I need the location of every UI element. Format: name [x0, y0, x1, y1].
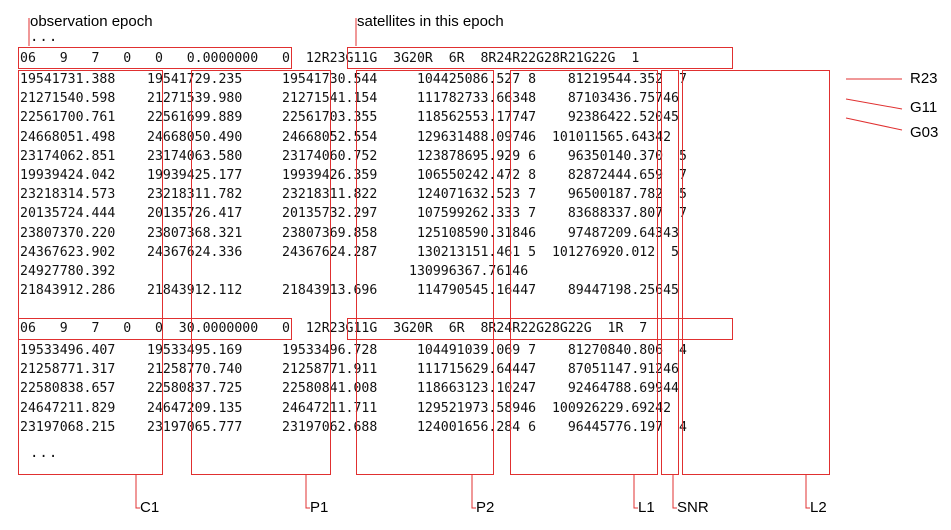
c1-label: C1 — [140, 499, 160, 516]
epoch-2-satellites-box — [347, 318, 733, 340]
obs-row: 20135724.444 20135726.417 20135732.297 1… — [20, 206, 687, 222]
epoch-1-observations: 19541731.388 19541729.235 19541730.544 1… — [20, 71, 687, 300]
obs-row: 23174062.851 23174063.580 23174060.752 1… — [20, 148, 687, 164]
satellites-in-epoch-label: satellites in this epoch — [357, 13, 504, 30]
obs-row: 21843912.286 21843912.112 21843913.696 1… — [20, 283, 679, 299]
epoch-2-observations: 19533496.407 19533495.169 19533496.728 1… — [20, 342, 687, 437]
obs-row: 21271540.598 21271539.980 21271541.154 1… — [20, 91, 679, 107]
obs-row: 19533496.407 19533495.169 19533496.728 1… — [20, 343, 687, 358]
obs-row: 24668051.498 24668050.490 24668052.554 1… — [20, 129, 672, 145]
snr-label: SNR — [677, 499, 709, 516]
snr-column-box — [661, 70, 679, 475]
p2-column-box — [356, 70, 494, 475]
obs-row: 22561700.761 22561699.889 22561703.355 1… — [20, 110, 679, 126]
epoch-1-satellites-box — [347, 47, 733, 69]
obs-row: 19939424.042 19939425.177 19939426.359 1… — [20, 167, 687, 183]
p2-label: P2 — [476, 499, 495, 516]
obs-row: 22580838.657 22580837.725 22580841.008 1… — [20, 381, 679, 397]
l1-column-box — [510, 70, 658, 475]
p1-column-box — [191, 70, 331, 475]
obs-row: 24367623.902 24367624.336 24367624.287 1… — [20, 244, 679, 260]
obs-row: 23197068.215 23197065.777 23197062.688 1… — [20, 419, 687, 435]
epoch-1-time-box — [18, 47, 292, 69]
l1-leader-line — [633, 474, 638, 509]
l2-label: L2 — [810, 499, 827, 516]
l2-leader-line — [805, 474, 810, 509]
g03-label: G03 — [910, 124, 939, 141]
g03-leader-line — [845, 117, 903, 131]
top-ellipsis: ... — [30, 29, 59, 45]
p1-leader-line — [305, 474, 310, 509]
g11-leader-line — [845, 98, 903, 110]
epoch-1-header: 06 9 7 0 0 0.0000000 0 12R23G11G 3G20R 6… — [20, 51, 640, 66]
obs-row: 19541731.388 19541729.235 19541730.544 1… — [20, 72, 687, 87]
obs-row: 24927780.392 130996367.76146 — [20, 263, 529, 279]
c1-leader-line — [135, 474, 140, 509]
bottom-ellipsis: ... — [30, 445, 59, 461]
epoch-2-header: 06 9 7 0 0 30.0000000 0 12R23G11G 3G20R … — [20, 321, 648, 336]
l1-label: L1 — [638, 499, 655, 516]
p1-label: P1 — [310, 499, 329, 516]
observation-epoch-label: observation epoch — [30, 13, 153, 30]
obs-row: 24647211.829 24647209.135 24647211.711 1… — [20, 400, 672, 416]
obs-row: 21258771.317 21258770.740 21258771.911 1… — [20, 362, 679, 378]
obs-row: 23807370.220 23807368.321 23807369.858 1… — [20, 225, 679, 241]
p2-leader-line — [471, 474, 476, 509]
snr-leader-line — [672, 474, 677, 509]
l2-column-box — [682, 70, 830, 475]
c1-column-box — [18, 70, 163, 475]
obs-row: 23218314.573 23218311.782 23218311.822 1… — [20, 187, 687, 203]
r23-label: R23 — [910, 70, 938, 87]
g11-label: G11 — [910, 99, 938, 116]
